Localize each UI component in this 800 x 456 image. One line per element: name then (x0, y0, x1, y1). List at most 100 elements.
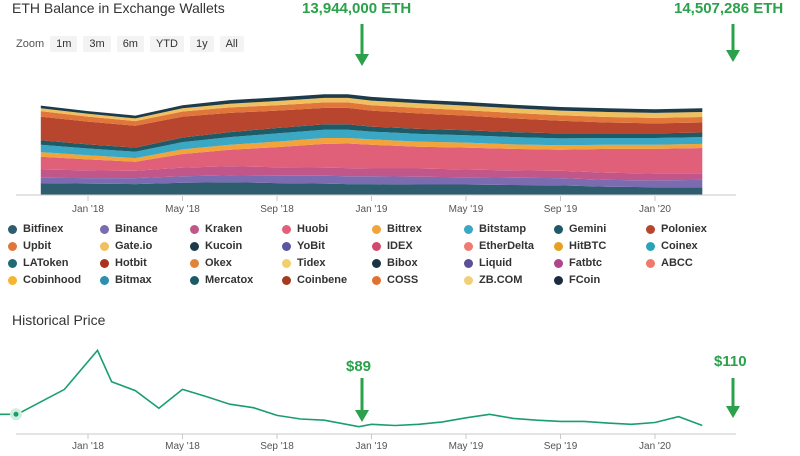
area-bittrex (40, 138, 703, 162)
legend-item-coinex[interactable]: Coinex (646, 240, 698, 252)
legend-item-etherdelta[interactable]: EtherDelta (464, 240, 534, 252)
legend-item-okex[interactable]: Okex (190, 257, 232, 269)
legend-item-huobi[interactable]: Huobi (282, 223, 328, 235)
legend: Bitfinex Binance Kraken Huobi Bittrex Bitstam… (8, 223, 800, 293)
legend-dot-icon (100, 275, 109, 285)
x-tick-label: Jan '18 (72, 441, 104, 452)
legend-item-cobinhood[interactable]: Cobinhood (8, 274, 81, 286)
callout-arrows (355, 24, 740, 66)
legend-item-bitfinex[interactable]: Bitfinex (8, 223, 63, 235)
area-kraken (40, 166, 703, 181)
legend-item-yobit[interactable]: YoBit (282, 240, 325, 252)
legend-item-bittrex[interactable]: Bittrex (372, 223, 422, 235)
legend-item-abcc[interactable]: ABCC (646, 257, 693, 269)
legend-label: HitBTC (569, 240, 607, 252)
area-x-axis: Jan '18 May '18 Sep '18 Jan '19 May '19 Sep '… (72, 196, 671, 215)
legend-item-latoken[interactable]: LAToken (8, 257, 68, 269)
legend-label: Gemini (569, 223, 607, 235)
legend-dot-icon (554, 241, 563, 251)
legend-label: Binance (115, 223, 158, 235)
legend-item-idex[interactable]: IDEX (372, 240, 413, 252)
balance-area-chart: Jan '18 May '18 Sep '18 Jan '19 May '19 Sep '… (16, 24, 740, 215)
legend-item-gate-io[interactable]: Gate.io (100, 240, 152, 252)
zoom-label: Zoom (16, 38, 45, 50)
area-binance (40, 175, 703, 188)
legend-item-gemini[interactable]: Gemini (554, 223, 606, 235)
legend-label: Hotbit (115, 257, 147, 269)
price-arrows (355, 378, 740, 422)
area-layers (16, 94, 736, 196)
legend-dot-icon (372, 224, 381, 234)
legend-label: Gate.io (115, 240, 153, 252)
legend-dot-icon (554, 224, 563, 234)
legend-label: Bibox (387, 257, 418, 269)
area-poloniex (40, 107, 703, 148)
legend-dot-icon (646, 258, 655, 268)
legend-label: Huobi (297, 223, 329, 235)
legend-item-upbit[interactable]: Upbit (8, 240, 51, 252)
legend-dot-icon (464, 258, 473, 268)
legend-dot-icon (646, 241, 655, 251)
legend-label: Upbit (23, 240, 52, 252)
legend-dot-icon (282, 224, 291, 234)
zoom-ytd-button[interactable]: YTD (149, 36, 184, 52)
legend-item-poloniex[interactable]: Poloniex (646, 223, 707, 235)
legend-label: Liquid (479, 257, 512, 269)
legend-label: Bittrex (387, 223, 422, 235)
legend-label: IDEX (387, 240, 413, 252)
x-tick-label: May '19 (449, 441, 484, 452)
legend-item-bibox[interactable]: Bibox (372, 257, 418, 269)
legend-label: Bitfinex (23, 223, 64, 235)
legend-label: Cobinhood (23, 274, 82, 286)
x-tick-label: May '19 (449, 204, 484, 215)
legend-item-coss[interactable]: COSS (372, 274, 418, 286)
legend-label: Kraken (205, 223, 243, 235)
legend-dot-icon (372, 275, 381, 285)
legend-dot-icon (282, 241, 291, 251)
legend-dot-icon (190, 258, 199, 268)
legend-item-bitmax[interactable]: Bitmax (100, 274, 152, 286)
legend-item-zb-com[interactable]: ZB.COM (464, 274, 522, 286)
legend-dot-icon (100, 241, 109, 251)
zoom-3m-button[interactable]: 3m (83, 36, 111, 52)
area-huobi (40, 143, 703, 174)
area-upbit (40, 102, 703, 126)
x-tick-label: May '18 (165, 204, 200, 215)
zoom-all-button[interactable]: All (219, 36, 244, 52)
chart-title: ETH Balance in Exchange Wallets (12, 0, 225, 16)
legend-item-liquid[interactable]: Liquid (464, 257, 512, 269)
zoom-1y-button[interactable]: 1y (189, 36, 214, 52)
zoom-1m-button[interactable]: 1m (50, 36, 78, 52)
price-x-axis: Jan '18 May '18 Sep '18 Jan '19 May '19 Sep '… (72, 434, 671, 452)
zoom-6m-button[interactable]: 6m (116, 36, 144, 52)
legend-item-fatbtc[interactable]: Fatbtc (554, 257, 602, 269)
legend-item-bitstamp[interactable]: Bitstamp (464, 223, 526, 235)
legend-label: Kucoin (205, 240, 243, 252)
x-tick-label: Jan '20 (639, 204, 671, 215)
area-gemini (40, 124, 703, 152)
legend-dot-icon (100, 258, 109, 268)
legend-dot-icon (190, 241, 199, 251)
legend-label: Coinex (661, 240, 698, 252)
legend-item-fcoin[interactable]: FCoin (554, 274, 600, 286)
legend-label: FCoin (569, 274, 601, 286)
legend-item-coinbene[interactable]: Coinbene (282, 274, 347, 286)
price-line (0, 348, 703, 428)
price-high-callout: $110 (714, 353, 747, 370)
historical-price-title: Historical Price (12, 312, 106, 328)
legend-dot-icon (8, 275, 17, 285)
legend-item-tidex[interactable]: Tidex (282, 257, 326, 269)
x-tick-label: Sep '19 (544, 441, 578, 452)
price-line-chart: Jan '18 May '18 Sep '18 Jan '19 May '19 Sep '… (0, 348, 740, 452)
legend-item-hotbit[interactable]: Hotbit (100, 257, 147, 269)
legend-item-kucoin[interactable]: Kucoin (190, 240, 242, 252)
legend-label: Bitstamp (479, 223, 527, 235)
legend-dot-icon (190, 224, 199, 234)
legend-item-hitbtc[interactable]: HitBTC (554, 240, 606, 252)
legend-item-kraken[interactable]: Kraken (190, 223, 242, 235)
legend-item-binance[interactable]: Binance (100, 223, 158, 235)
legend-dot-icon (100, 224, 109, 234)
legend-item-mercatox[interactable]: Mercatox (190, 274, 253, 286)
legend-dot-icon (646, 224, 655, 234)
legend-dot-icon (372, 258, 381, 268)
